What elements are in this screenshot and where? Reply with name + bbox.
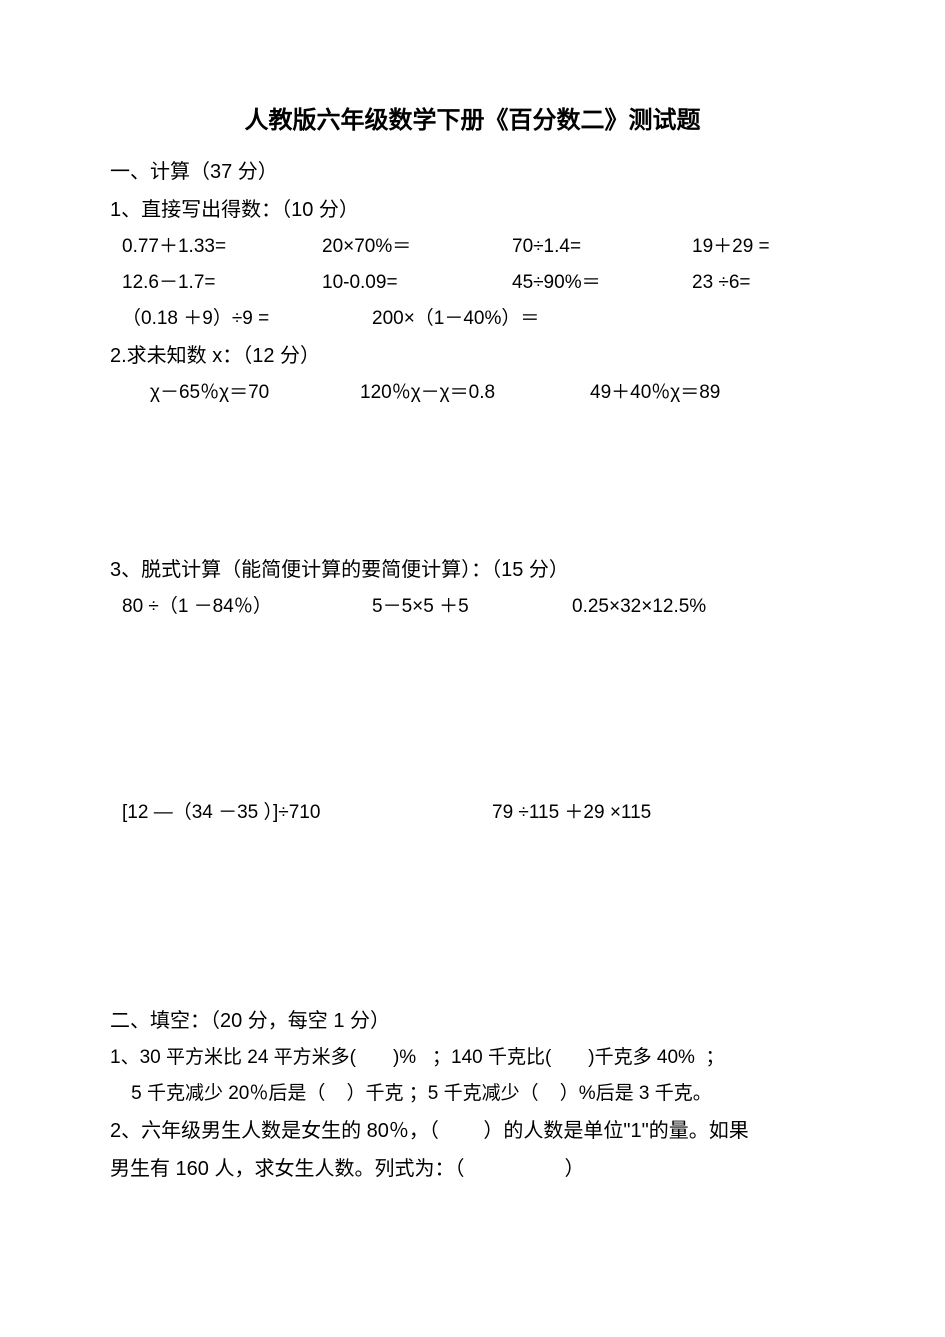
q3-r1-c1: 80 ÷（1 －84％） <box>122 589 372 625</box>
q3-r2-c2: 79 ÷115 ＋29 ×115 <box>492 795 792 831</box>
q1-r2-c3: 45÷90%＝ <box>512 265 692 301</box>
q1-row1: 0.77＋1.33= 20×70%＝ 70÷1.4= 19＋29 = <box>110 229 835 265</box>
q1-r1-c4: 19＋29 = <box>692 229 832 265</box>
s2-q2-line2: 男生有 160 人，求女生人数。列式为：（ ） <box>110 1150 835 1188</box>
q2-r1-c2: 120％χ－χ＝0.8 <box>360 375 590 411</box>
gap-after-q3r2 <box>110 832 835 1002</box>
q1-r1-c1: 0.77＋1.33= <box>122 229 322 265</box>
q3-row2: [12 —（34 －35 ）]÷710 79 ÷115 ＋29 ×115 <box>110 795 835 831</box>
q3-row1: 80 ÷（1 －84％） 5－5×5 ＋5 0.25×32×12.5% <box>110 589 835 625</box>
q2-r1-c1: χ－65％χ＝70 <box>150 375 360 411</box>
q1-r1-c3: 70÷1.4= <box>512 229 692 265</box>
q2-r1-c3: 49＋40％χ＝89 <box>590 375 790 411</box>
s2-q1-line1: 1、30 平方米比 24 平方米多( )% ；140 千克比( )千克多 40%… <box>110 1040 835 1076</box>
q1-heading: 1、直接写出得数：（10 分） <box>110 191 835 229</box>
q3-r1-c2: 5－5×5 ＋5 <box>372 589 572 625</box>
q1-r2-c4: 23 ÷6= <box>692 265 832 301</box>
q1-r3-c1: （0.18 ＋9）÷9 = <box>122 301 372 337</box>
q1-row2: 12.6－1.7= 10-0.09= 45÷90%＝ 23 ÷6= <box>110 265 835 301</box>
q1-row3: （0.18 ＋9）÷9 = 200×（1－40%）＝ <box>110 301 835 337</box>
q1-r2-c1: 12.6－1.7= <box>122 265 322 301</box>
q1-r1-c2: 20×70%＝ <box>322 229 512 265</box>
q2-row1: χ－65％χ＝70 120％χ－χ＝0.8 49＋40％χ＝89 <box>110 375 835 411</box>
s2-q2-line1: 2、六年级男生人数是女生的 80％，（ ）的人数是单位"1"的量。如果 <box>110 1112 835 1150</box>
q1-r2-c2: 10-0.09= <box>322 265 512 301</box>
q3-r2-c1: [12 —（34 －35 ）]÷710 <box>122 795 492 831</box>
gap-after-q3r1 <box>110 625 835 795</box>
q2-heading: 2.求未知数 x：（12 分） <box>110 337 835 375</box>
exam-page: 人教版六年级数学下册《百分数二》测试题 一、计算（37 分） 1、直接写出得数：… <box>0 0 945 1248</box>
q3-heading: 3、脱式计算（能简便计算的要简便计算）：（15 分） <box>110 551 835 589</box>
q1-r3-c2: 200×（1－40%）＝ <box>372 301 672 337</box>
q3-r1-c3: 0.25×32×12.5% <box>572 589 772 625</box>
s2-q1-line2: 5 千克减少 20％后是（ ）千克 ；5 千克减少（ ）%后是 3 千克。 <box>110 1076 835 1112</box>
section2-heading: 二、填空：（20 分，每空 1 分） <box>110 1002 835 1040</box>
section1-heading: 一、计算（37 分） <box>110 153 835 191</box>
page-title: 人教版六年级数学下册《百分数二》测试题 <box>110 100 835 135</box>
gap-after-q2 <box>110 411 835 551</box>
